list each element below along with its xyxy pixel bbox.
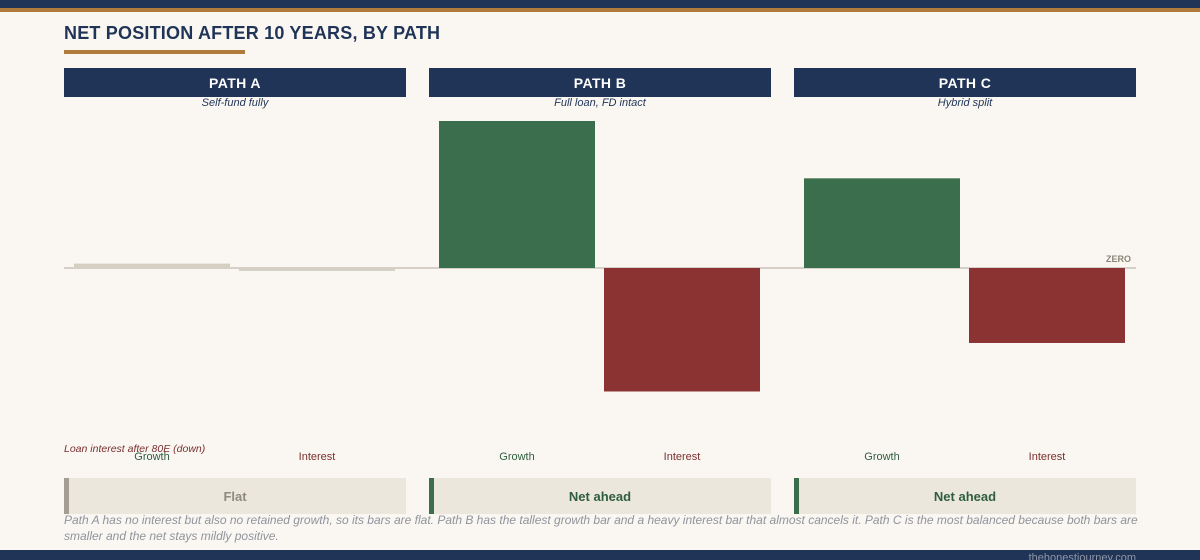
path-b-header: PATH B bbox=[429, 68, 771, 97]
bar-path-a-interest bbox=[239, 268, 395, 271]
path-c-verdict-marker bbox=[794, 478, 799, 514]
net-position-chart: ZERO Growth Interest Growth Interest Growth In… bbox=[64, 121, 1136, 463]
path-a-verdict-marker bbox=[64, 478, 69, 514]
path-c-header: PATH C bbox=[794, 68, 1136, 97]
chart-footnote: Path A has no interest but also no retai… bbox=[64, 513, 1138, 543]
path-a-header: PATH A bbox=[64, 68, 406, 97]
bar-path-b-interest bbox=[604, 268, 760, 392]
path-c-verdict-label: Net ahead bbox=[933, 488, 997, 504]
top-accent-bar bbox=[0, 0, 1200, 8]
category-label-path-a-growth: Growth bbox=[134, 451, 169, 463]
title-underline bbox=[64, 50, 245, 54]
category-label-path-a-interest: Interest bbox=[299, 451, 336, 463]
category-label-path-c-growth: Growth bbox=[864, 451, 899, 463]
bar-path-c-growth bbox=[804, 178, 960, 268]
bottom-accent-bar bbox=[0, 550, 1200, 560]
path-b-verdict-label: Net ahead bbox=[568, 488, 632, 504]
path-b-verdict-marker bbox=[429, 478, 434, 514]
top-gold-stripe bbox=[0, 8, 1200, 12]
path-b-subtitle: Full loan, FD intact bbox=[554, 97, 646, 109]
path-a-subtitle: Self-fund fully bbox=[201, 97, 269, 109]
zero-label: ZERO bbox=[1106, 254, 1131, 264]
footer-url: thehonestjourney.com bbox=[1028, 552, 1136, 560]
category-label-path-c-interest: Interest bbox=[1029, 451, 1066, 463]
category-label-path-b-growth: Growth bbox=[499, 451, 534, 463]
bar-path-b-growth bbox=[439, 121, 595, 268]
bar-path-c-interest bbox=[969, 268, 1125, 343]
path-b-verdict: Net ahead bbox=[429, 478, 771, 514]
path-a-verdict: Flat bbox=[64, 478, 406, 514]
page-title: NET POSITION AFTER 10 YEARS, BY PATH bbox=[64, 23, 441, 43]
bar-path-a-growth bbox=[74, 263, 230, 268]
path-a-verdict-label: Flat bbox=[223, 488, 247, 504]
path-c-verdict: Net ahead bbox=[794, 478, 1136, 514]
category-label-path-b-interest: Interest bbox=[664, 451, 701, 463]
path-c-subtitle: Hybrid split bbox=[937, 97, 993, 109]
interest-direction-note: Loan interest after 80E (down) bbox=[64, 443, 206, 455]
